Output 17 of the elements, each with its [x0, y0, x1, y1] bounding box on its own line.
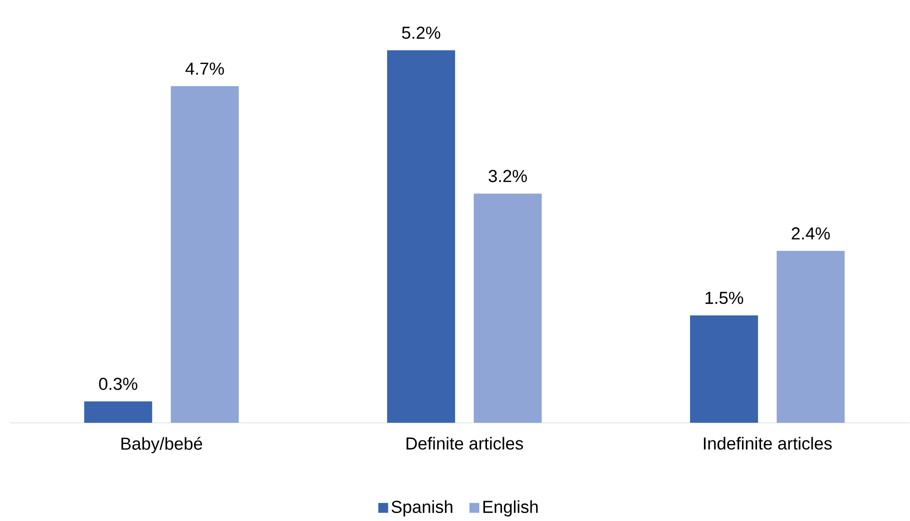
- x-tick-label: Baby/bebé: [121, 437, 202, 454]
- legend-label: Spanish: [392, 500, 452, 517]
- bar: [776, 251, 845, 423]
- data-label: 5.2%: [402, 26, 440, 39]
- data-label: 1.5%: [706, 292, 744, 304]
- data-label: 4.7%: [185, 62, 224, 75]
- x-tick-label: Indefinite articles: [704, 437, 832, 450]
- bar: [84, 401, 152, 423]
- data-label: 2.4%: [792, 227, 830, 240]
- legend-label: English: [483, 500, 538, 517]
- bar: [474, 194, 542, 423]
- x-tick-label: Definite articles: [406, 437, 523, 450]
- bar: [690, 315, 758, 423]
- bar: [170, 86, 239, 423]
- data-label: 3.2%: [488, 170, 527, 182]
- data-label: 0.3%: [99, 378, 138, 390]
- bar: [387, 50, 456, 423]
